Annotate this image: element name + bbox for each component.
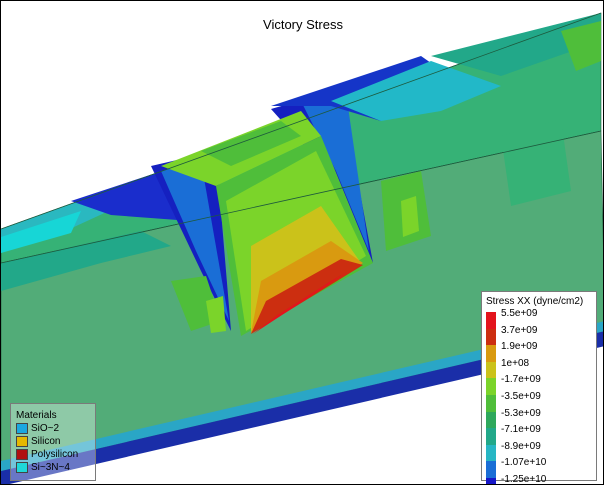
colorbar-label: -5.3e+09 — [501, 407, 541, 419]
material-label: SiO~2 — [31, 423, 60, 434]
colorbar-swatch — [486, 477, 496, 484]
colorbar-swatch — [486, 328, 496, 346]
trench-left — [151, 151, 231, 331]
gate-front-red — [253, 271, 349, 334]
colorbar-label: 1e+08 — [501, 357, 530, 369]
colorbar-label: 1.9e+09 — [501, 341, 538, 353]
contour-band — [1, 211, 81, 253]
bottom-edge-cyan — [1, 321, 603, 471]
stress-colorbar — [486, 312, 496, 484]
colorbar-label: 5.5e+09 — [501, 308, 538, 319]
materials-legend-title: Materials — [16, 410, 57, 421]
trench-left-cyan — [161, 161, 229, 321]
materials-legend-item: SiO~2 — [16, 422, 95, 435]
plot-title: Victory Stress — [263, 17, 343, 32]
contour-patch — [401, 196, 419, 237]
colorbar-swatch — [486, 312, 496, 329]
material-label: Si~3N~4 — [31, 462, 70, 473]
materials-legend-item: Polysilicon — [16, 448, 95, 461]
stress-legend: Stress XX (dyne/cm2) 5.5e+09 3.7e+09 1.9e+… — [481, 291, 597, 484]
colorbar-label: -1.07e+10 — [501, 457, 547, 469]
colorbar-label: -1.7e+09 — [501, 374, 541, 386]
structure-edge — [1, 12, 602, 230]
material-swatch — [16, 423, 28, 434]
colorbar-label: -3.5e+09 — [501, 390, 541, 402]
colorbar-swatch — [486, 361, 496, 379]
contour-patch — [206, 296, 226, 333]
colorbar-swatch — [486, 411, 496, 429]
bottom-edge — [1, 331, 603, 484]
colorbar-swatch — [486, 394, 496, 412]
colorbar-swatch — [486, 444, 496, 462]
colorbar-label: -1.25e+10 — [501, 473, 547, 485]
contour-band — [331, 61, 501, 121]
colorbar-swatch — [486, 345, 496, 362]
contour-band — [431, 13, 601, 76]
materials-legend-item: Si~3N~4 — [16, 461, 95, 474]
material-swatch — [16, 449, 28, 460]
structure-edge — [1, 130, 602, 264]
contour-patch — [1, 231, 171, 291]
colorbar-swatch — [486, 378, 496, 395]
contour-patch — [501, 119, 571, 206]
colorbar-swatch — [486, 461, 496, 478]
contour-patch — [171, 276, 221, 331]
material-swatch — [16, 436, 28, 447]
material-label: Silicon — [31, 436, 61, 447]
material-swatch — [16, 462, 28, 473]
stress-colorbar-labels: 5.5e+09 3.7e+09 1.9e+09 1e+08 -1.7e+09 -3.5e+… — [501, 308, 547, 485]
stress-legend-title: Stress XX (dyne/cm2) — [486, 296, 584, 307]
materials-legend-item: Silicon — [16, 435, 95, 448]
gate-top-inner — [201, 121, 301, 166]
colorbar-label: 3.7e+09 — [501, 324, 538, 336]
materials-legend: Materials SiO~2 Silicon Polysilicon Si~3N~4 — [10, 403, 96, 481]
material-label: Polysilicon — [31, 449, 79, 460]
colorbar-swatch — [486, 428, 496, 445]
contour-patch — [561, 21, 601, 71]
colorbar-label: -8.9e+09 — [501, 440, 541, 452]
colorbar-label: -7.1e+09 — [501, 424, 541, 436]
